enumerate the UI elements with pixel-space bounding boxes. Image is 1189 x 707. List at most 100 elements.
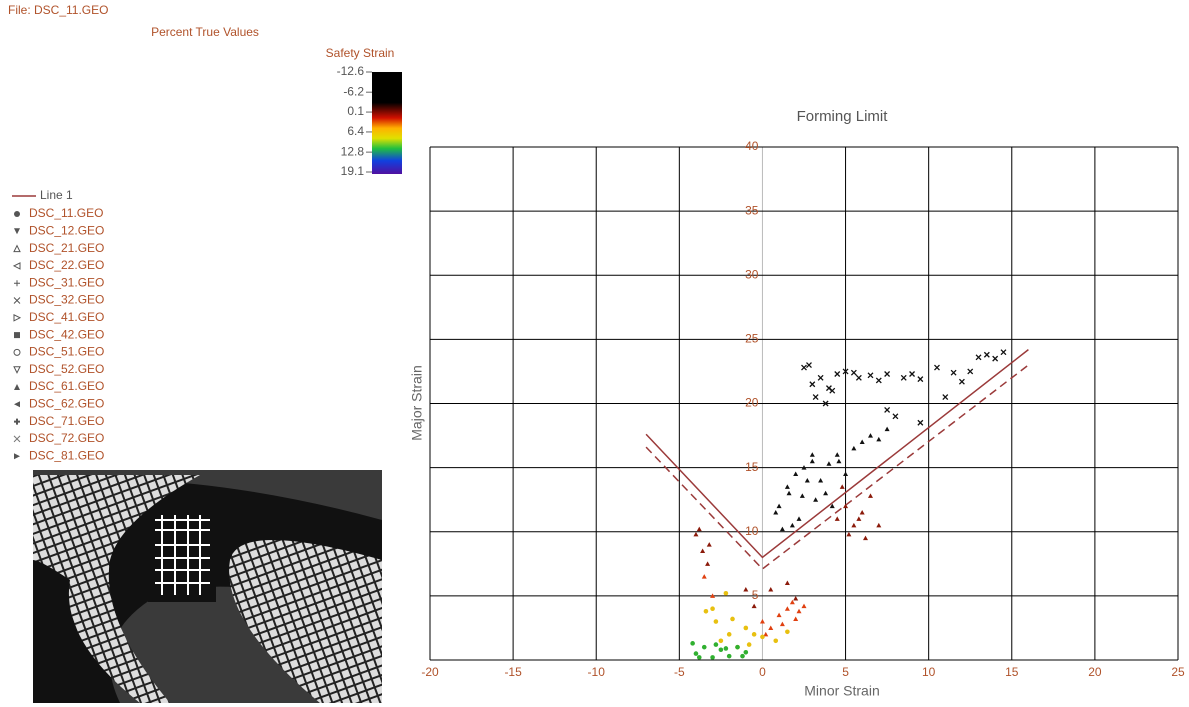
point — [710, 606, 715, 611]
point — [696, 655, 702, 660]
point — [760, 634, 765, 640]
legend-symbol — [14, 332, 20, 339]
colorbar-tick-label: 0.1 — [347, 104, 364, 118]
point — [793, 471, 799, 477]
limit-line — [645, 364, 1029, 570]
x-tick-label: -5 — [674, 665, 685, 679]
x-axis-label: Minor Strain — [804, 683, 879, 699]
point — [867, 493, 873, 498]
point — [776, 503, 782, 509]
point — [710, 593, 716, 598]
point — [789, 522, 795, 528]
colorbar-title: Safety Strain — [326, 46, 395, 60]
point — [884, 371, 891, 377]
colorbar-tick-label: 19.1 — [341, 164, 365, 178]
y-tick-label: 5 — [752, 588, 759, 602]
point — [806, 362, 812, 368]
x-tick-label: 10 — [922, 665, 936, 679]
photo-cube-grid — [155, 515, 210, 595]
point — [942, 394, 949, 401]
legend-file: DSC_32.GEO — [29, 293, 104, 307]
point — [867, 433, 873, 438]
point — [834, 371, 841, 377]
legend-symbol — [13, 435, 21, 443]
point — [992, 355, 999, 362]
x-tick-label: 5 — [842, 665, 849, 679]
legend-symbol — [13, 348, 21, 356]
point — [701, 644, 707, 650]
point — [892, 413, 899, 420]
point — [785, 629, 790, 635]
y-tick-label: 20 — [745, 396, 759, 410]
point — [917, 376, 924, 383]
point — [743, 586, 749, 592]
point — [784, 606, 790, 611]
point — [867, 372, 874, 379]
legend-file: DSC_22.GEO — [29, 258, 104, 272]
point — [710, 655, 715, 660]
point — [801, 465, 807, 470]
point — [834, 516, 840, 521]
legend-item: DSC_21.GEO — [13, 241, 104, 255]
x-tick-label: 20 — [1088, 665, 1102, 679]
point — [839, 484, 845, 489]
point — [773, 638, 779, 644]
point — [876, 436, 882, 442]
x-tick-label: -15 — [504, 665, 522, 679]
point — [746, 642, 752, 647]
colorbar-tick-label: -12.6 — [337, 64, 365, 78]
legend-item: DSC_61.GEO — [14, 379, 104, 393]
point — [809, 458, 815, 464]
legend-file: DSC_41.GEO — [29, 310, 104, 324]
point — [967, 368, 974, 375]
legend-symbol — [14, 401, 20, 408]
point — [723, 591, 729, 596]
legend-line-label: Line 1 — [40, 188, 73, 202]
x-tick-label: -10 — [588, 665, 606, 679]
point — [851, 445, 857, 451]
point — [786, 490, 792, 496]
legend-item: DSC_62.GEO — [14, 396, 104, 410]
point — [718, 647, 724, 653]
legend-file: DSC_61.GEO — [29, 379, 104, 393]
legend-item: DSC_11.GEO — [14, 206, 103, 220]
point — [793, 616, 799, 621]
colorbar-tick-label: -6.2 — [343, 84, 364, 98]
legend-item: DSC_52.GEO — [13, 362, 104, 376]
point — [751, 603, 757, 609]
legend-file: DSC_81.GEO — [29, 448, 104, 462]
point — [768, 586, 774, 592]
legend-item: DSC_72.GEO — [13, 431, 104, 445]
legend-item: DSC_71.GEO — [14, 414, 104, 428]
point — [863, 535, 869, 541]
point — [789, 599, 795, 605]
point — [818, 477, 824, 483]
point — [740, 653, 745, 659]
legend-file: DSC_31.GEO — [29, 275, 104, 289]
legend-symbol — [14, 211, 20, 217]
point — [809, 452, 815, 457]
y-tick-label: 35 — [745, 203, 759, 217]
point — [713, 642, 719, 647]
point — [763, 631, 769, 637]
point — [823, 490, 829, 496]
point — [859, 510, 865, 515]
point — [701, 574, 707, 579]
point — [796, 608, 802, 614]
point — [817, 374, 824, 381]
point — [759, 619, 765, 624]
legend-file: DSC_72.GEO — [29, 431, 104, 445]
point — [822, 400, 829, 407]
point — [693, 651, 699, 656]
y-tick-label: 30 — [745, 267, 759, 281]
x-tick-label: -20 — [421, 665, 439, 679]
point — [950, 369, 957, 376]
legend-item: DSC_12.GEO — [14, 223, 104, 237]
legend-file: DSC_51.GEO — [29, 345, 104, 359]
point — [801, 364, 807, 371]
point — [776, 612, 782, 618]
point — [983, 351, 990, 358]
point — [917, 419, 924, 426]
point — [975, 354, 982, 361]
